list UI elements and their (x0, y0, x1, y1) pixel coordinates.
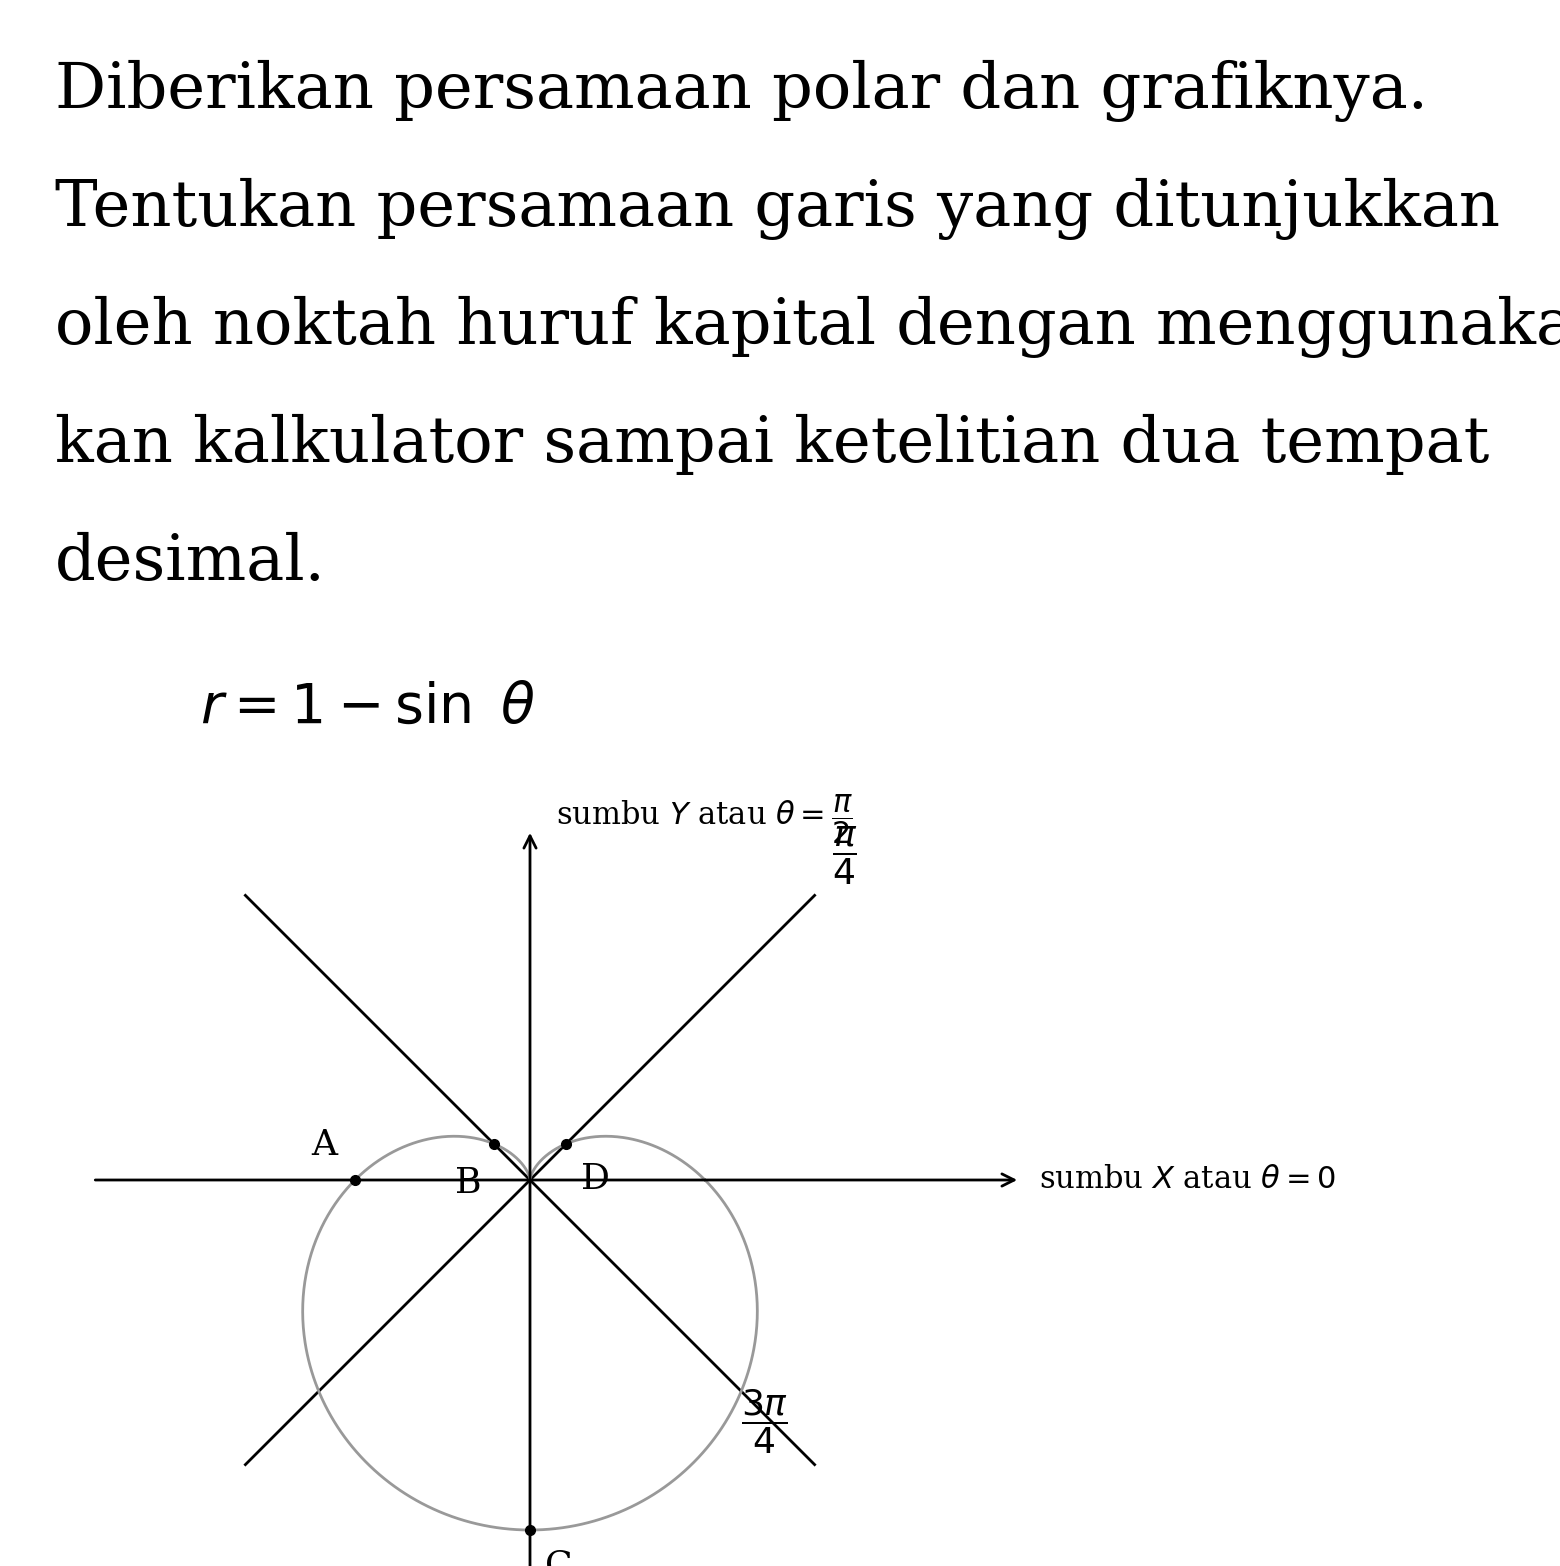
Text: A: A (310, 1128, 337, 1162)
Text: kan kalkulator sampai ketelitian dua tempat: kan kalkulator sampai ketelitian dua tem… (55, 413, 1490, 474)
Text: Tentukan persamaan garis yang ditunjukkan: Tentukan persamaan garis yang ditunjukka… (55, 179, 1501, 240)
Text: C: C (544, 1549, 573, 1566)
Text: D: D (582, 1162, 610, 1196)
Text: desimal.: desimal. (55, 532, 326, 594)
Text: $r = 1 - \sin\ \theta$: $r = 1 - \sin\ \theta$ (200, 680, 535, 734)
Text: Diberikan persamaan polar dan grafiknya.: Diberikan persamaan polar dan grafiknya. (55, 60, 1427, 122)
Text: $\dfrac{\pi}{4}$: $\dfrac{\pi}{4}$ (831, 824, 858, 886)
Text: B: B (456, 1165, 482, 1200)
Text: oleh noktah huruf kapital dengan menggunakan-: oleh noktah huruf kapital dengan menggun… (55, 296, 1560, 359)
Text: $\dfrac{3\pi}{4}$: $\dfrac{3\pi}{4}$ (741, 1387, 788, 1456)
Text: sumbu $Y$ atau $\theta = \dfrac{\pi}{2}$: sumbu $Y$ atau $\theta = \dfrac{\pi}{2}$ (557, 792, 853, 846)
Text: sumbu $X$ atau $\theta = 0$: sumbu $X$ atau $\theta = 0$ (1039, 1165, 1335, 1195)
